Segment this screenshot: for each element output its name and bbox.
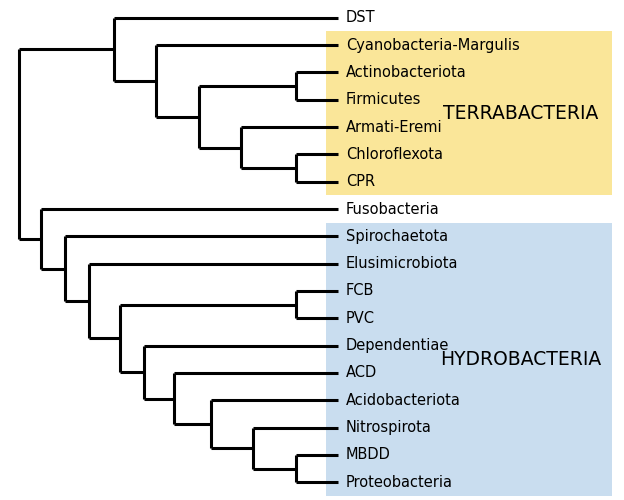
Text: Cyanobacteria-Margulis: Cyanobacteria-Margulis bbox=[346, 38, 519, 52]
Text: CPR: CPR bbox=[346, 174, 375, 189]
Text: Fusobacteria: Fusobacteria bbox=[346, 202, 439, 216]
Text: Spirochaetota: Spirochaetota bbox=[346, 229, 448, 244]
Text: TERRABACTERIA: TERRABACTERIA bbox=[443, 104, 598, 123]
Text: Nitrospirota: Nitrospirota bbox=[346, 420, 432, 435]
Text: Proteobacteria: Proteobacteria bbox=[346, 474, 452, 490]
Text: ACD: ACD bbox=[346, 366, 377, 380]
Text: HYDROBACTERIA: HYDROBACTERIA bbox=[440, 350, 602, 369]
Bar bbox=[326, 222, 612, 496]
Text: Firmicutes: Firmicutes bbox=[346, 92, 421, 108]
Text: Chloroflexota: Chloroflexota bbox=[346, 147, 442, 162]
Text: FCB: FCB bbox=[346, 284, 374, 298]
Bar bbox=[326, 32, 612, 196]
Text: Elusimicrobiota: Elusimicrobiota bbox=[346, 256, 458, 271]
Text: DST: DST bbox=[346, 10, 375, 26]
Text: Acidobacteriota: Acidobacteriota bbox=[346, 392, 461, 407]
Text: Actinobacteriota: Actinobacteriota bbox=[346, 65, 466, 80]
Text: Armati-Eremi: Armati-Eremi bbox=[346, 120, 442, 134]
Text: MBDD: MBDD bbox=[346, 448, 391, 462]
Text: PVC: PVC bbox=[346, 311, 374, 326]
Text: Dependentiae: Dependentiae bbox=[346, 338, 449, 353]
